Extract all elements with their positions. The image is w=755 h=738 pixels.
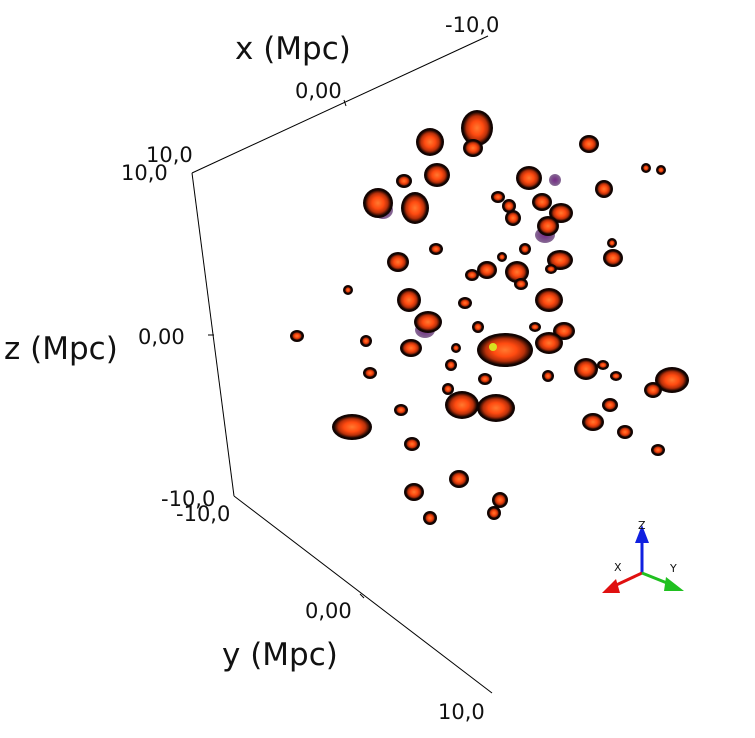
z-tick-min: -10,0 xyxy=(161,487,216,511)
halo xyxy=(453,345,459,351)
halo xyxy=(451,472,467,486)
y-tick-max: 10,0 xyxy=(438,700,485,724)
halo xyxy=(418,130,442,154)
x-tick-min: -10,0 xyxy=(445,13,500,37)
halo xyxy=(657,369,687,391)
halo xyxy=(581,137,597,151)
halo xyxy=(494,494,506,506)
halo xyxy=(493,193,503,201)
halo xyxy=(537,334,561,352)
halo xyxy=(334,416,370,438)
halo xyxy=(479,335,531,365)
halo xyxy=(403,194,427,222)
x-tick-mid: 0,00 xyxy=(295,79,342,103)
z-tick-mid: 0,00 xyxy=(138,325,185,349)
halo xyxy=(479,396,513,420)
halo xyxy=(504,201,514,211)
halo xyxy=(406,439,418,449)
halo xyxy=(547,266,555,272)
halo xyxy=(576,360,596,378)
halo xyxy=(474,323,482,331)
halo xyxy=(389,254,407,270)
x-axis-mid-tick xyxy=(343,99,347,107)
triad-x-arrow-icon xyxy=(602,579,620,593)
highlight-point xyxy=(489,343,497,351)
halo-layer xyxy=(290,110,689,525)
halo xyxy=(431,245,441,253)
halo xyxy=(507,263,527,281)
orientation-triad[interactable]: X Y Z xyxy=(602,519,684,593)
y-axis-title: y (Mpc) xyxy=(222,637,338,673)
y-axis-mid-tick xyxy=(359,593,365,599)
halo xyxy=(599,362,607,368)
halo xyxy=(534,195,550,209)
halo xyxy=(521,245,529,253)
halo xyxy=(416,313,440,331)
halo xyxy=(597,182,611,196)
halo xyxy=(362,337,370,345)
halo xyxy=(643,165,649,171)
halo xyxy=(425,513,435,523)
halo xyxy=(465,141,481,155)
halo xyxy=(549,252,571,268)
halo xyxy=(653,446,663,454)
halo xyxy=(479,263,495,277)
halo xyxy=(444,385,452,393)
halo xyxy=(467,271,477,279)
halo xyxy=(544,372,552,380)
halo xyxy=(516,280,526,288)
halo xyxy=(292,332,302,340)
halo xyxy=(605,251,621,265)
halo xyxy=(531,324,539,330)
halo xyxy=(507,212,519,224)
triad-x-label: X xyxy=(614,561,622,574)
y-tick-mid: 0,00 xyxy=(305,599,352,623)
halo xyxy=(489,508,499,518)
halo xyxy=(460,299,470,307)
triad-z-label: Z xyxy=(638,519,646,532)
triad-z-arrow-icon xyxy=(635,525,649,543)
halo xyxy=(584,415,602,429)
halo xyxy=(537,290,561,310)
z-tick-max: 10,0 xyxy=(121,161,168,185)
halo xyxy=(646,384,660,396)
halo xyxy=(396,406,406,414)
triad-y-arrow-icon xyxy=(664,577,684,591)
halo xyxy=(609,240,615,246)
z-axis-title: z (Mpc) xyxy=(4,331,118,367)
halo xyxy=(658,167,664,173)
halo xyxy=(365,190,391,216)
halo xyxy=(539,218,557,234)
halo xyxy=(406,485,422,499)
halo xyxy=(604,400,616,410)
halo xyxy=(463,112,491,144)
halo xyxy=(499,254,505,260)
halo xyxy=(426,165,448,185)
halo xyxy=(398,176,410,186)
halo xyxy=(480,375,490,383)
halo xyxy=(399,290,419,310)
y-axis-line xyxy=(233,495,493,694)
x-axis-title: x (Mpc) xyxy=(235,31,351,67)
triad-y-label: Y xyxy=(669,562,677,575)
halo xyxy=(365,369,375,377)
halo xyxy=(402,341,420,355)
halo xyxy=(555,324,573,338)
x-axis-line xyxy=(191,35,489,174)
halo xyxy=(447,393,477,417)
halo xyxy=(518,168,540,188)
axes-lines xyxy=(191,35,493,694)
halo xyxy=(345,287,351,293)
halo xyxy=(447,361,455,369)
y-tick-min: -10,0 xyxy=(176,502,231,526)
halo xyxy=(551,205,571,221)
x-tick-max: 10,0 xyxy=(146,143,193,167)
halo xyxy=(612,373,620,379)
halo xyxy=(619,427,631,437)
